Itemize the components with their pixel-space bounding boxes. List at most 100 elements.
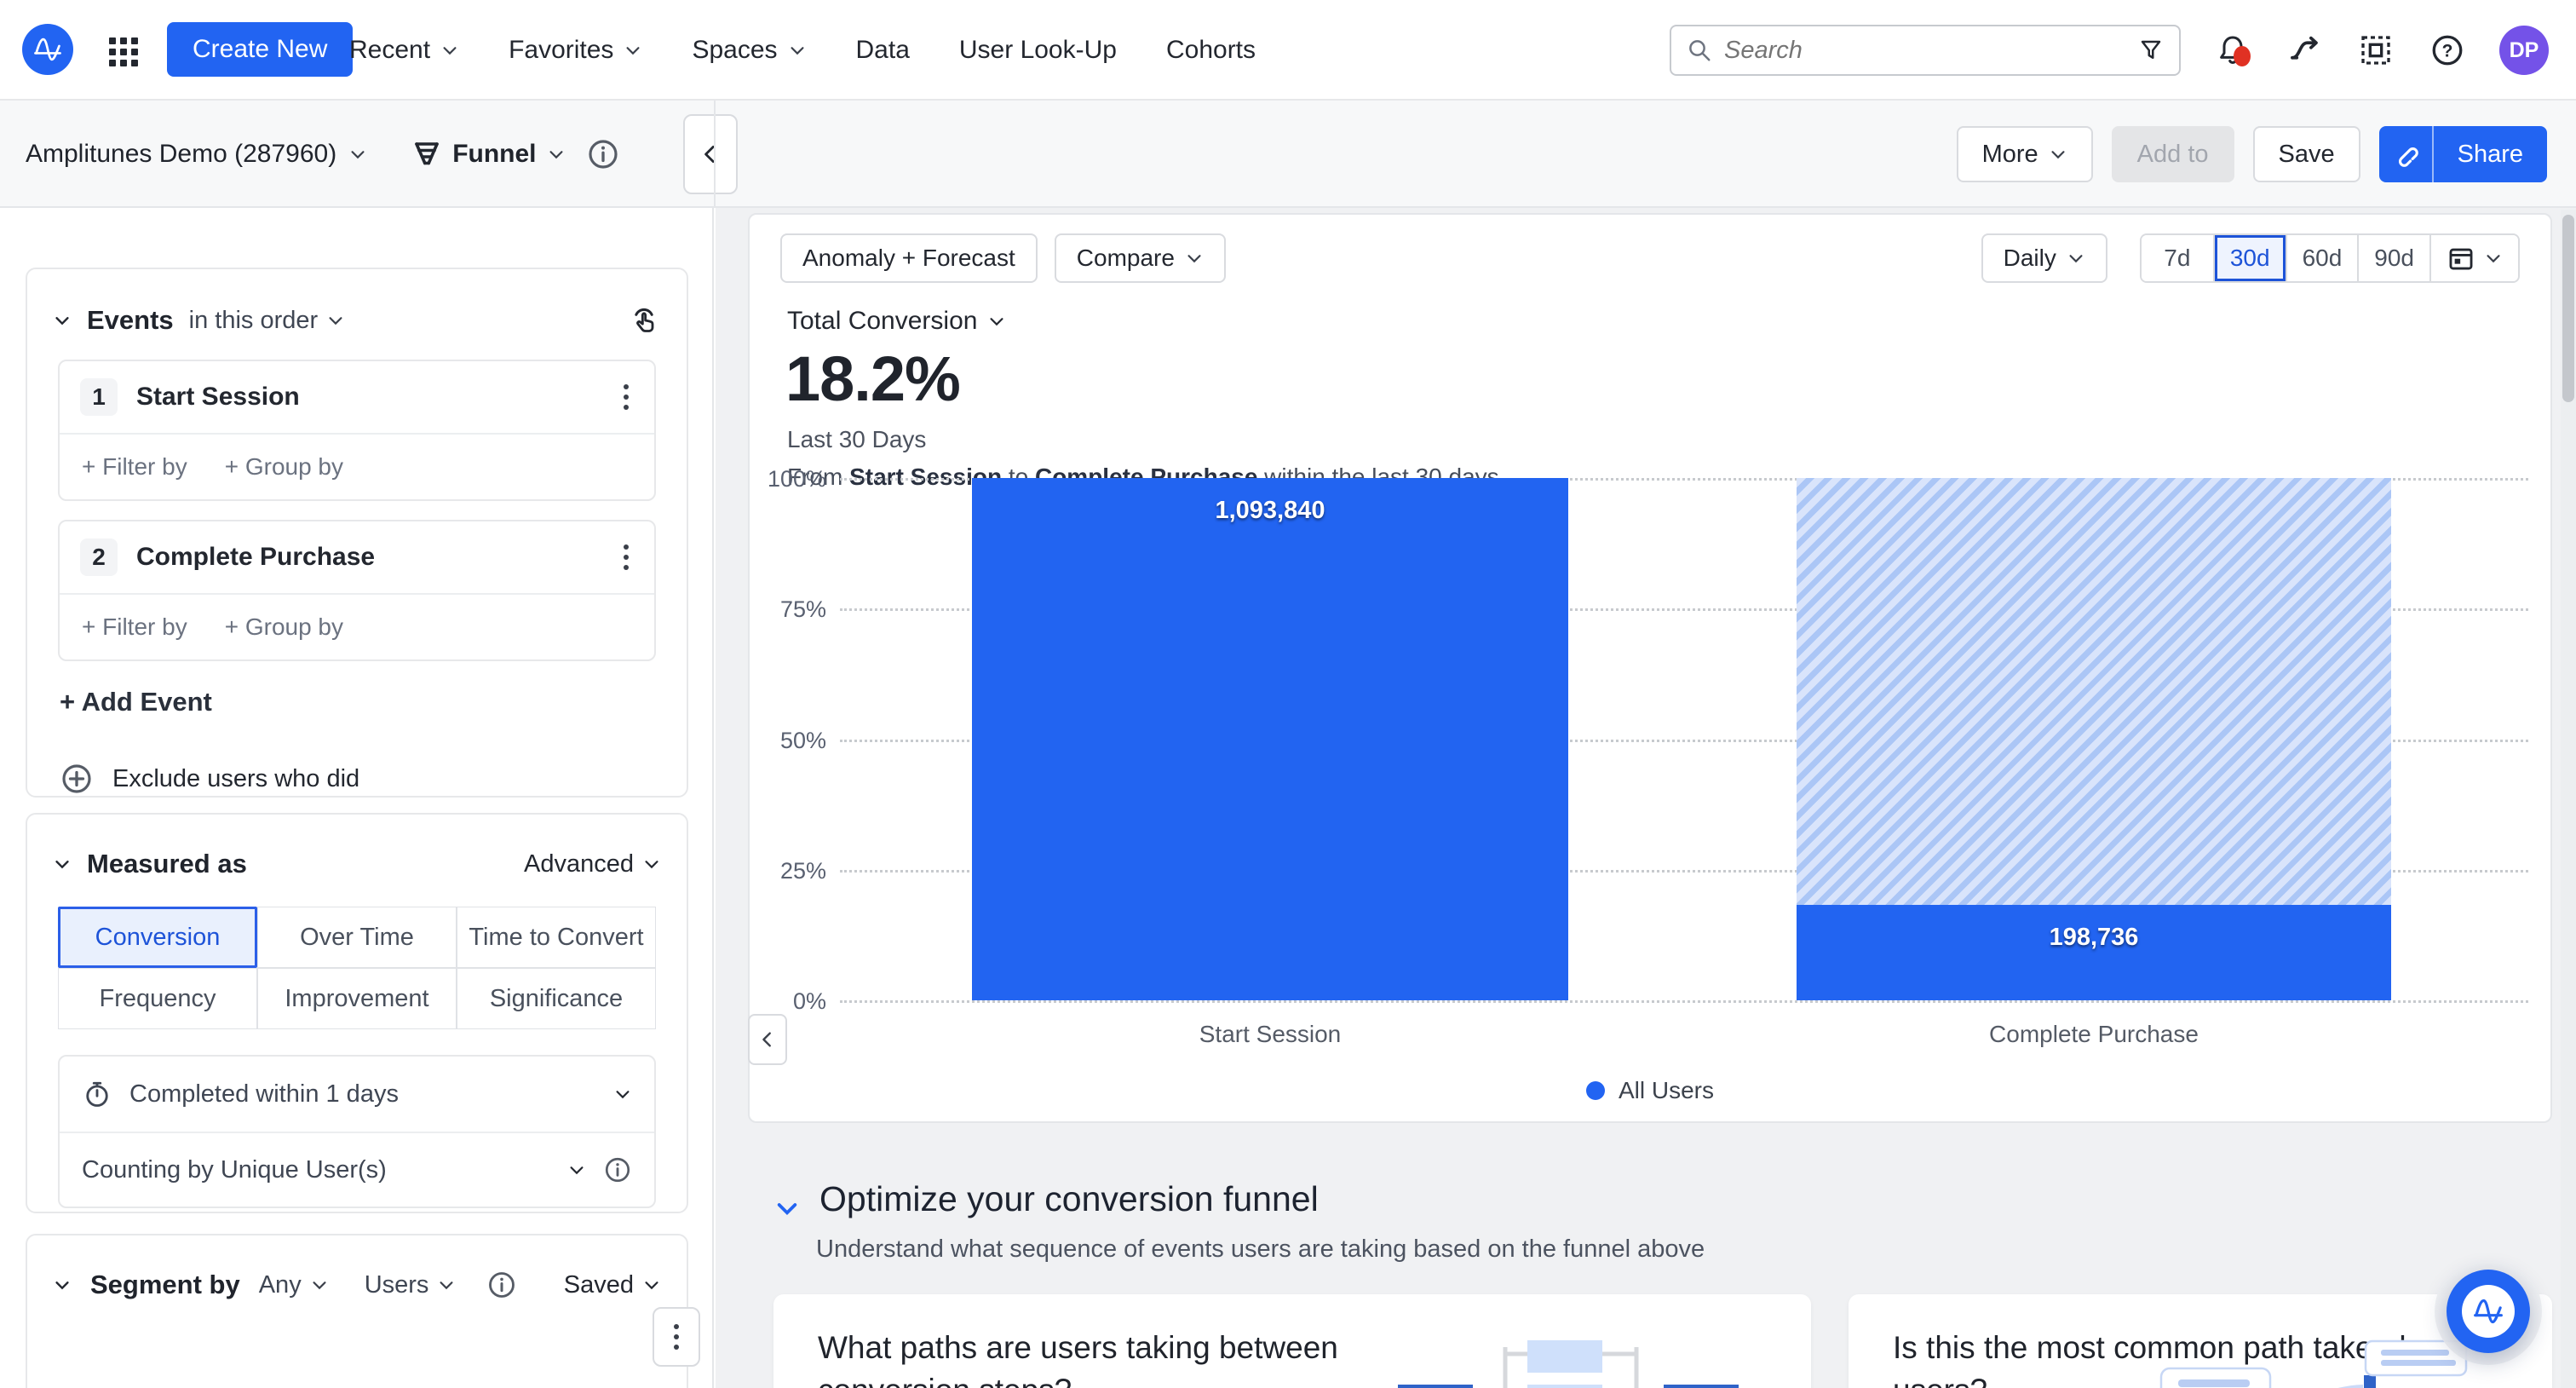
chevron-down-icon[interactable] — [53, 311, 72, 330]
range-60d[interactable]: 60d — [2285, 235, 2358, 281]
anomaly-forecast-button[interactable]: Anomaly + Forecast — [780, 233, 1038, 283]
share-button[interactable]: Share — [2433, 126, 2547, 182]
chevron-down-icon — [616, 1091, 630, 1099]
range-7d[interactable]: 7d — [2141, 235, 2213, 281]
release-frame-icon[interactable] — [2356, 31, 2395, 70]
chevron-down-icon — [313, 1281, 326, 1290]
sidebar-collapse-button[interactable] — [683, 114, 738, 194]
amplitude-logo-icon — [2462, 1285, 2515, 1338]
project-selector[interactable]: Amplitunes Demo (287960) — [26, 140, 367, 169]
info-icon[interactable] — [586, 137, 620, 171]
tap-select-icon[interactable] — [627, 303, 661, 337]
event-menu-icon[interactable] — [618, 379, 634, 415]
group-by-link[interactable]: + Group by — [224, 453, 344, 480]
event-step-1[interactable]: 1 Start Session + Filter by + Group by — [58, 360, 656, 501]
chevron-down-icon[interactable] — [53, 1276, 72, 1294]
chevron-down-icon — [1187, 255, 1201, 263]
query-sidebar: Events in this order 1 Start Session + F… — [0, 208, 714, 1388]
save-button[interactable]: Save — [2252, 126, 2360, 182]
insights-subtitle: Understand what sequence of events users… — [816, 1235, 1705, 1263]
measure-option-improvement[interactable]: Improvement — [257, 968, 457, 1029]
bar-value-label: 198,736 — [2049, 924, 2139, 952]
granularity-selector[interactable]: Daily — [1981, 233, 2107, 283]
range-90d[interactable]: 90d — [2357, 235, 2429, 281]
measured-title: Measured as — [87, 849, 247, 878]
chevron-down-icon[interactable] — [773, 1195, 801, 1222]
search-input[interactable] — [1724, 36, 2126, 65]
chevron-down-icon — [2069, 255, 2083, 263]
measure-option-time-to-convert[interactable]: Time to Convert — [457, 907, 656, 968]
measure-option-grid: Conversion Over Time Time to Convert Fre… — [58, 907, 656, 1029]
segment-any-selector[interactable]: Any — [259, 1271, 329, 1299]
chevron-left-icon — [704, 145, 715, 164]
measure-option-frequency[interactable]: Frequency — [58, 968, 257, 1029]
add-event-button[interactable]: + Add Event — [60, 687, 212, 717]
nav-user-look-up[interactable]: User Look-Up — [958, 36, 1117, 64]
chevron-down-icon — [645, 861, 658, 869]
event-step-2[interactable]: 2 Complete Purchase + Filter by + Group … — [58, 520, 656, 661]
event-menu-icon[interactable] — [618, 539, 634, 575]
assistant-fab-button[interactable] — [2447, 1270, 2530, 1353]
search-icon — [1689, 40, 1711, 61]
chevron-down-icon — [351, 151, 365, 159]
sidebar-more-button[interactable] — [653, 1307, 700, 1367]
scrollbar-thumb[interactable] — [2562, 215, 2574, 402]
measure-option-significance[interactable]: Significance — [457, 968, 656, 1029]
funnel-icon — [415, 142, 439, 165]
amplitude-logo-icon[interactable] — [22, 24, 73, 75]
metric-selector[interactable]: Total Conversion — [787, 307, 1006, 336]
measured-as-panel: Measured as Advanced Conversion Over Tim… — [26, 813, 688, 1213]
measure-option-conversion[interactable]: Conversion — [58, 907, 257, 968]
share-split-button: Share — [2378, 126, 2547, 182]
user-avatar[interactable]: DP — [2499, 26, 2549, 75]
nav-spaces[interactable]: Spaces — [692, 36, 806, 65]
create-new-button[interactable]: Create New — [167, 22, 354, 77]
nav-favorites[interactable]: Favorites — [509, 36, 642, 65]
insight-card-common-path[interactable]: Is this the most common path taken by us… — [1849, 1294, 2552, 1388]
exclude-users-button[interactable]: Exclude users who did — [60, 762, 687, 796]
funnel-bar-complete-purchase[interactable]: 198,736 Complete Purchase — [1797, 478, 2391, 1047]
topnav-right-cluster: ? DP — [1670, 0, 2549, 101]
segment-saved-selector[interactable]: Saved — [564, 1271, 661, 1299]
chart-legend[interactable]: All Users — [750, 1077, 2550, 1104]
notification-dot — [2234, 46, 2251, 66]
global-search[interactable] — [1670, 25, 2181, 76]
advanced-selector[interactable]: Advanced — [524, 850, 661, 878]
more-button[interactable]: More — [1956, 126, 2093, 182]
chevron-down-icon[interactable] — [53, 855, 72, 873]
help-icon[interactable]: ? — [2428, 31, 2467, 70]
main-content: Anomaly + Forecast Compare Daily 7d 30d … — [716, 208, 2576, 1388]
info-icon[interactable] — [486, 1270, 517, 1300]
measure-option-over-time[interactable]: Over Time — [257, 907, 457, 968]
copy-link-button[interactable] — [2378, 126, 2434, 182]
counting-by-selector[interactable]: Counting by Unique User(s) — [60, 1132, 654, 1207]
info-icon[interactable] — [603, 1155, 632, 1184]
event-order-selector[interactable]: in this order — [189, 307, 346, 335]
nav-recent[interactable]: Recent — [349, 36, 459, 65]
conversion-window-selector[interactable]: Completed within 1 days — [60, 1057, 654, 1132]
app-grid-icon[interactable] — [109, 37, 138, 66]
compare-button[interactable]: Compare — [1054, 233, 1226, 283]
segment-users-selector[interactable]: Users — [365, 1271, 457, 1299]
filter-by-link[interactable]: + Filter by — [82, 613, 187, 640]
range-30d[interactable]: 30d — [2212, 235, 2286, 281]
notifications-bell-icon[interactable] — [2213, 31, 2252, 70]
group-by-link[interactable]: + Group by — [224, 613, 344, 640]
funnel-bar-start-session[interactable]: 1,093,840 Start Session — [972, 478, 1568, 1047]
chart-type-selector[interactable]: Funnel — [411, 139, 565, 170]
filter-by-link[interactable]: + Filter by — [82, 453, 187, 480]
date-range-control: 7d 30d 60d 90d — [2139, 233, 2520, 283]
chart-panel-collapse-button[interactable] — [748, 1014, 787, 1065]
segment-title: Segment by — [90, 1270, 240, 1299]
journeys-icon[interactable] — [2285, 31, 2324, 70]
page-scrollbar[interactable] — [2561, 210, 2576, 1388]
search-filter-icon[interactable] — [2138, 37, 2164, 63]
segment-by-panel: Segment by Any Users Saved — [26, 1234, 688, 1388]
insight-card-paths[interactable]: What paths are users taking between conv… — [773, 1294, 1811, 1388]
y-tick: 25% — [779, 857, 826, 884]
custom-date-range[interactable] — [2429, 235, 2518, 281]
nav-data[interactable]: Data — [855, 36, 910, 64]
dropoff-segment — [1797, 478, 2391, 906]
nav-cohorts[interactable]: Cohorts — [1165, 36, 1256, 64]
common-path-illustration — [2159, 1339, 2468, 1388]
